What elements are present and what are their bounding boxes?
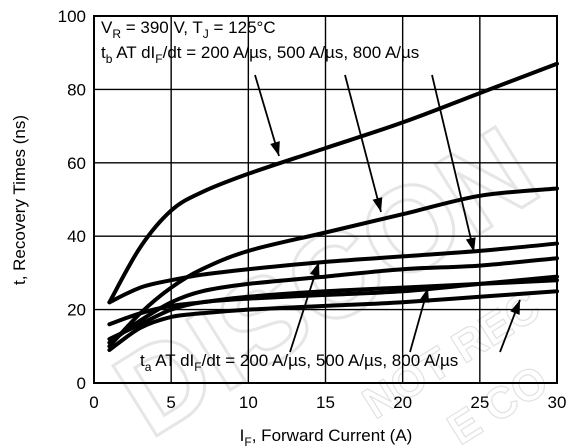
tick-labels: 0 5 10 15 20 25 30 0 20 40 60 80 100: [58, 7, 567, 412]
arrow-head: [309, 262, 320, 277]
arrow-head: [419, 288, 430, 303]
grid: [94, 16, 557, 383]
annotation-arrow: [409, 287, 430, 353]
arrow-head: [372, 197, 383, 212]
annotation-arrow: [344, 74, 383, 213]
arrow-shaft: [254, 74, 280, 157]
x-tick-label: 0: [89, 393, 98, 412]
annotation-arrow: [431, 74, 476, 253]
y-tick-label: 60: [67, 154, 86, 173]
y-tick-label: 80: [67, 80, 86, 99]
annotation-arrow: [289, 261, 320, 353]
plot-frame: [93, 15, 558, 384]
series-line-6: [107, 274, 559, 341]
arrow-shaft: [344, 74, 382, 213]
y-tick-label: 20: [67, 301, 86, 320]
series-line-1: [107, 61, 559, 305]
x-tick-label: 25: [470, 393, 489, 412]
y-axis-title: t, Recovery Times (ns): [10, 115, 29, 285]
tb-label: tb AT dIF/dt = 200 A/µs, 500 A/µs, 800 A…: [101, 43, 419, 66]
arrow-head: [510, 300, 520, 315]
x-tick-label: 30: [548, 393, 567, 412]
series-line-2: [107, 186, 559, 349]
series-lines: [107, 61, 559, 352]
arrow-head: [465, 237, 476, 252]
x-axis-title: IF, Forward Current (A): [240, 426, 413, 448]
x-tick-label: 20: [393, 393, 412, 412]
y-tick-label: 0: [77, 374, 86, 393]
series-line-3: [107, 241, 559, 305]
arrow-shaft: [431, 74, 475, 253]
ta-label: ta AT dIF/dt = 200 A/µs, 500 A/µs, 800 A…: [140, 351, 458, 374]
annotation-arrow: [254, 74, 280, 157]
x-tick-label: 5: [166, 393, 175, 412]
y-tick-label: 40: [67, 227, 86, 246]
arrow-shaft: [289, 261, 320, 353]
x-tick-label: 10: [239, 393, 258, 412]
conditions-label: VR = 390 V, TJ = 125°C: [101, 18, 276, 41]
arrow-head: [270, 141, 280, 156]
y-tick-label: 100: [58, 7, 86, 26]
series-line-7: [107, 289, 559, 352]
series-line-4: [107, 256, 559, 345]
annotation-arrow: [499, 299, 521, 353]
x-tick-label: 15: [316, 393, 335, 412]
annotation-arrows: [254, 74, 521, 353]
